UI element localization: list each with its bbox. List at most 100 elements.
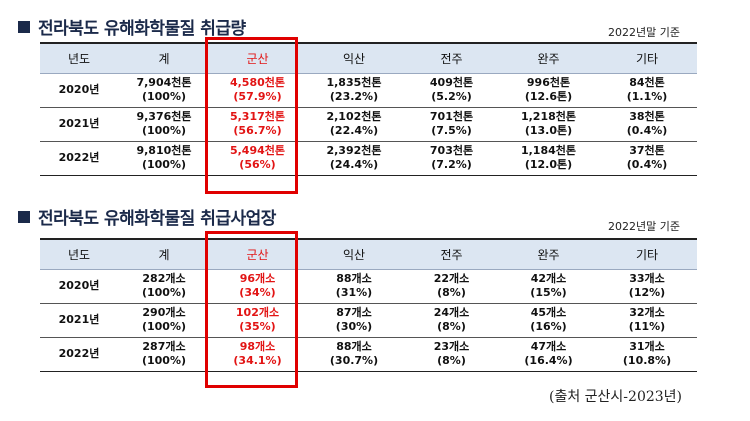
- value-percent: (31%): [335, 286, 373, 299]
- value-cell: 47개소 (16.4%): [500, 337, 597, 372]
- value-cell: 23개소 (8%): [403, 337, 500, 372]
- value-amount: 282개소: [142, 272, 186, 285]
- value-percent: (12.0톤): [524, 158, 573, 171]
- value-cell: 4,580천톤 (57.9%): [210, 73, 305, 108]
- value-amount: 88개소: [336, 340, 372, 353]
- value-amount: 32개소: [629, 306, 665, 319]
- value-amount: 5,494천톤: [229, 144, 286, 157]
- value-amount: 102개소: [235, 306, 280, 319]
- value-cell: 1,184천톤 (12.0톤): [500, 141, 597, 176]
- section2-basis: 2022년말 기준: [608, 220, 680, 233]
- value-percent: (15%): [530, 286, 567, 299]
- value-percent: (34.1%): [233, 354, 282, 367]
- value-percent: (100%): [141, 90, 187, 103]
- value-percent: (16%): [530, 320, 567, 333]
- header-year: 년도: [40, 238, 118, 270]
- value-amount: 703천톤: [429, 144, 474, 157]
- value-percent: (56.7%): [233, 124, 282, 137]
- table-row: 2020년 7,904천톤 (100%) 4,580천톤 (57.9%) 1,835천톤(…: [40, 73, 697, 108]
- table-header-row: 년도 계 군산 익산 전주 완주 기타: [40, 238, 697, 270]
- value-amount: 31개소: [629, 340, 665, 353]
- table-header-row: 년도 계 군산 익산 전주 완주 기타: [40, 42, 697, 74]
- section2-title: 전라북도 유해화학물질 취급사업장: [18, 204, 276, 229]
- year-cell: 2022년: [40, 337, 118, 372]
- value-amount: 37천톤: [629, 144, 665, 157]
- value-cell: 290개소 (100%): [118, 303, 210, 338]
- value-percent: (23.2%): [329, 90, 379, 103]
- value-cell: 2,392천톤 (24.4%): [305, 141, 403, 176]
- table-row: 2022년 9,810천톤 (100%) 5,494천톤 (56%) 2,392천톤 (24…: [40, 141, 697, 176]
- value-percent: (34%): [239, 286, 276, 299]
- value-cell: 996천톤 (12.6톤): [500, 73, 597, 108]
- value-amount: 701천톤: [429, 110, 474, 123]
- value-amount: 42개소: [530, 272, 567, 285]
- header-iksan: 익산: [305, 238, 403, 270]
- value-percent: (35%): [239, 320, 276, 333]
- value-cell: 42개소 (15%): [500, 269, 597, 304]
- value-cell: 5,494천톤 (56%): [210, 141, 305, 176]
- value-amount: 290개소: [142, 306, 186, 319]
- value-cell: 98개소 (34.1%): [210, 337, 305, 372]
- value-amount: 87개소: [336, 306, 372, 319]
- value-amount: 2,102천톤: [326, 110, 382, 123]
- year-cell: 2020년: [40, 73, 118, 108]
- value-percent: (8%): [437, 354, 466, 367]
- value-amount: 1,218천톤: [520, 110, 577, 123]
- value-amount: 84천톤: [629, 76, 665, 89]
- header-wanju: 완주: [500, 42, 597, 74]
- value-amount: 409천톤: [429, 76, 474, 89]
- value-percent: (13.0톤): [524, 124, 573, 137]
- value-percent: (22.4%): [329, 124, 379, 137]
- value-cell: 88개소 (30.7%): [305, 337, 403, 372]
- value-amount: 47개소: [530, 340, 567, 353]
- value-percent: (100%): [141, 286, 187, 299]
- value-percent: (0.4%): [626, 124, 668, 137]
- value-amount: 7,904천톤: [136, 76, 192, 89]
- year-cell: 2021년: [40, 303, 118, 338]
- value-amount: 1,184천톤: [520, 144, 577, 157]
- value-percent: (24.4%): [329, 158, 379, 171]
- value-cell: 45개소 (16%): [500, 303, 597, 338]
- value-percent: (100%): [141, 320, 187, 333]
- value-percent: (8%): [437, 286, 466, 299]
- value-cell: 38천톤 (0.4%): [597, 107, 697, 142]
- value-percent: (0.4%): [626, 158, 668, 171]
- value-percent: (8%): [437, 320, 466, 333]
- value-percent: (100%): [141, 158, 187, 171]
- table-row: 2021년 290개소 (100%) 102개소 (35%) 87개소 (30%) 24개소(…: [40, 303, 697, 338]
- value-cell: 102개소 (35%): [210, 303, 305, 338]
- value-percent: (56%): [239, 158, 276, 171]
- value-cell: 87개소 (30%): [305, 303, 403, 338]
- value-amount: 287개소: [142, 340, 186, 353]
- value-cell: 7,904천톤 (100%): [118, 73, 210, 108]
- value-percent: (7.5%): [431, 124, 472, 137]
- source-note: (출처 군산시-2023년): [549, 389, 683, 405]
- header-total: 계: [118, 238, 210, 270]
- header-gunsan: 군산: [210, 238, 305, 270]
- value-amount: 96개소: [239, 272, 276, 285]
- table-row: 2021년 9,376천톤 (100%) 5,317천톤 (56.7%) 2,102천톤(…: [40, 107, 697, 142]
- value-amount: 2,392천톤: [326, 144, 382, 157]
- header-jeonju: 전주: [403, 42, 500, 74]
- value-cell: 701천톤 (7.5%): [403, 107, 500, 142]
- value-percent: (7.2%): [431, 158, 472, 171]
- value-percent: (11%): [628, 320, 666, 333]
- value-cell: 409천톤 (5.2%): [403, 73, 500, 108]
- header-iksan: 익산: [305, 42, 403, 74]
- square-bullet-icon: [18, 210, 30, 223]
- value-cell: 9,376천톤 (100%): [118, 107, 210, 142]
- header-year: 년도: [40, 42, 118, 74]
- value-cell: 31개소 (10.8%): [597, 337, 697, 372]
- table-row: 2022년 287개소 (100%) 98개소 (34.1%) 88개소 (30.7%) 23…: [40, 337, 697, 372]
- value-cell: 96개소 (34%): [210, 269, 305, 304]
- year-cell: 2022년: [40, 141, 118, 176]
- value-percent: (30.7%): [329, 354, 379, 367]
- table-handling-sites: 년도 계 군산 익산 전주 완주 기타 2020년 282개소 (100%) 96개소…: [40, 238, 697, 372]
- value-cell: 1,218천톤 (13.0톤): [500, 107, 597, 142]
- value-cell: 1,835천톤 (23.2%): [305, 73, 403, 108]
- value-amount: 5,317천톤: [229, 110, 286, 123]
- value-percent: (30%): [335, 320, 373, 333]
- header-jeonju: 전주: [403, 238, 500, 270]
- value-cell: 84천톤 (1.1%): [597, 73, 697, 108]
- value-amount: 23개소: [433, 340, 470, 353]
